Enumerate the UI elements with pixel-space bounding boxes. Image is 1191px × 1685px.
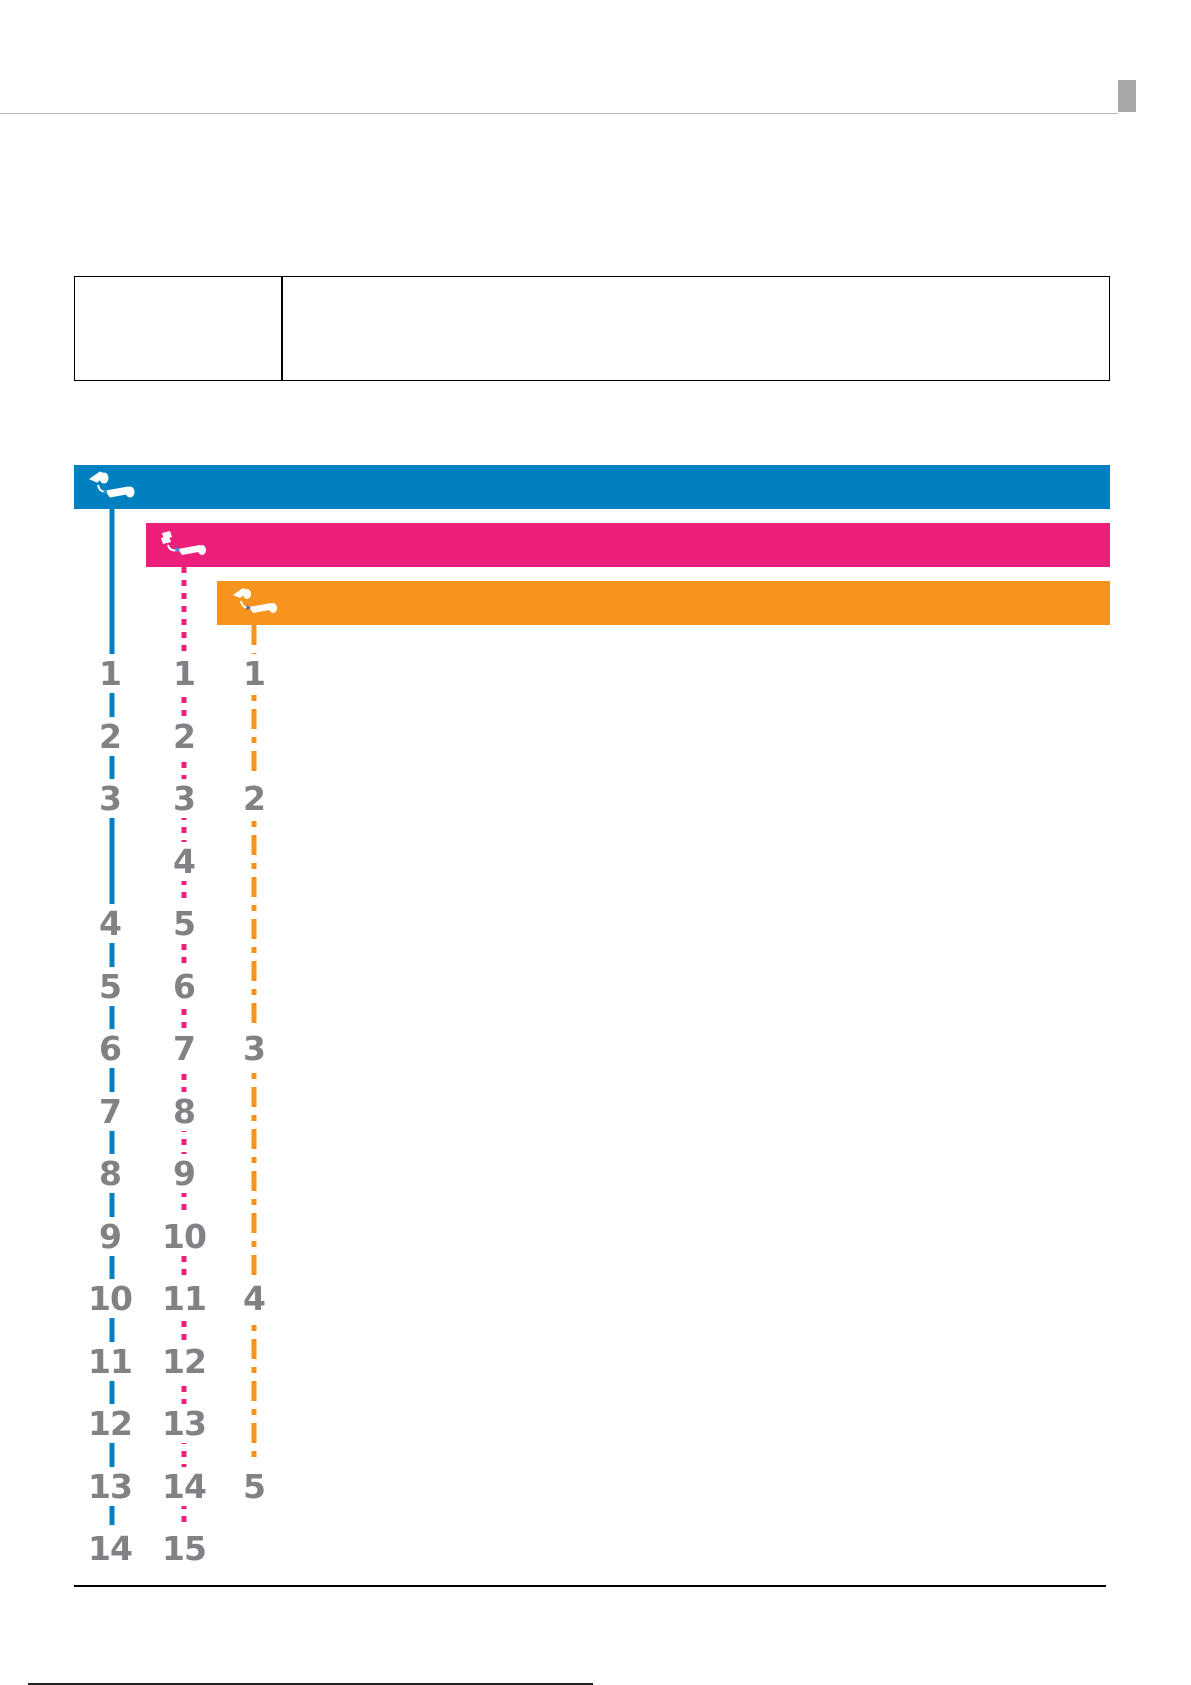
roll-to-roll-icon [227,585,279,621]
blue-step-number: 8 [98,1154,122,1193]
procedure-bar-orange [217,581,1110,625]
blue-step-number: 10 [87,1279,133,1318]
header-rule [0,113,1118,114]
blue-step-number: 6 [98,1029,122,1068]
pink-step-number: 1 [172,654,196,693]
sheets-to-roll-icon [156,527,208,563]
blue-step-number: 7 [98,1091,122,1131]
orange-step-number: 3 [242,1029,266,1068]
roll-to-roll-icon [84,469,136,505]
note-table-divider [281,277,283,380]
pink-step-number: 9 [172,1154,196,1193]
pink-step-number: 8 [172,1091,196,1131]
pink-step-number: 4 [172,841,196,881]
blue-step-number: 13 [87,1466,133,1506]
blue-step-number: 1 [98,654,122,693]
chapter-tab [1118,80,1136,112]
blue-step-number: 14 [87,1529,133,1568]
blue-step-number: 3 [98,779,122,818]
pink-step-number: 6 [172,966,196,1006]
note-table [74,276,1110,381]
pink-step-number: 5 [172,904,196,943]
pink-step-number: 2 [172,716,196,756]
procedure-bar-pink [146,523,1110,567]
orange-step-number: 4 [242,1279,266,1318]
bottom-edge-rule [28,1683,593,1685]
pink-step-number: 3 [172,779,196,818]
pink-step-number: 11 [161,1279,207,1318]
procedure-bar-blue [74,465,1110,509]
orange-step-number: 1 [242,654,266,693]
pink-step-number: 14 [161,1466,207,1506]
pink-step-number: 12 [161,1341,207,1381]
blue-step-number: 11 [87,1341,133,1381]
footer-rule [74,1585,1106,1587]
blue-step-number: 4 [98,904,122,943]
pink-step-number: 15 [161,1529,207,1568]
blue-step-number: 12 [87,1404,133,1443]
orange-step-number: 2 [242,779,266,818]
pink-step-number: 10 [161,1216,207,1256]
pink-step-number: 7 [172,1029,196,1068]
blue-step-number: 5 [98,966,122,1006]
orange-step-number: 5 [242,1466,266,1506]
pink-step-number: 13 [161,1404,207,1443]
blue-step-number: 9 [98,1216,122,1256]
blue-step-number: 2 [98,716,122,756]
